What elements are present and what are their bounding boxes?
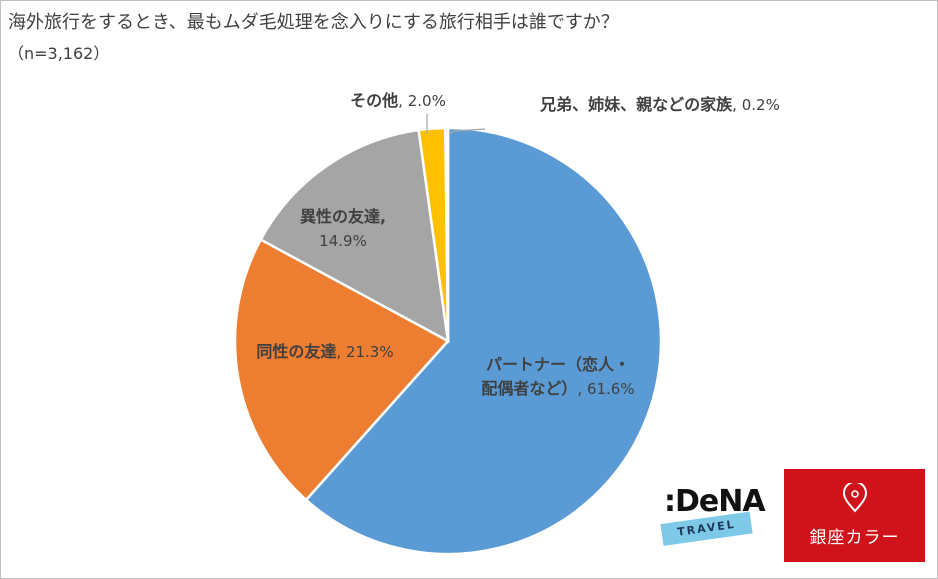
slice-label-2: 同性の友達, 21.3%	[256, 342, 393, 361]
pie-slice-2	[233, 237, 450, 502]
ginza-calla-logo: 銀座カラー	[784, 469, 925, 562]
ginza-logo-text: 銀座カラー	[809, 528, 900, 548]
ginza-pin-icon	[842, 483, 868, 513]
slice-label-4: その他, 2.0%	[350, 91, 446, 110]
chart-title: 海外旅行をするとき、最もムダ毛処理を念入りにする旅行相手は誰ですか？	[8, 12, 619, 33]
slice-label-5: 兄弟、姉妹、親などの家族, 0.2%	[539, 95, 780, 114]
slice-label-1: パートナー（恋人・配偶者など）, 61.6%	[481, 355, 634, 398]
leader-line-5	[448, 128, 486, 135]
slice-label-3: 異性の友達, 14.9%	[300, 207, 386, 250]
chart-subtitle: （n=3,162）	[8, 44, 110, 63]
pie-slice-5	[444, 126, 450, 342]
pie-slice-1	[304, 126, 663, 556]
dena-travel-logo: :DeNA TRAVEL	[658, 482, 766, 554]
pie-slice-3	[259, 128, 450, 344]
